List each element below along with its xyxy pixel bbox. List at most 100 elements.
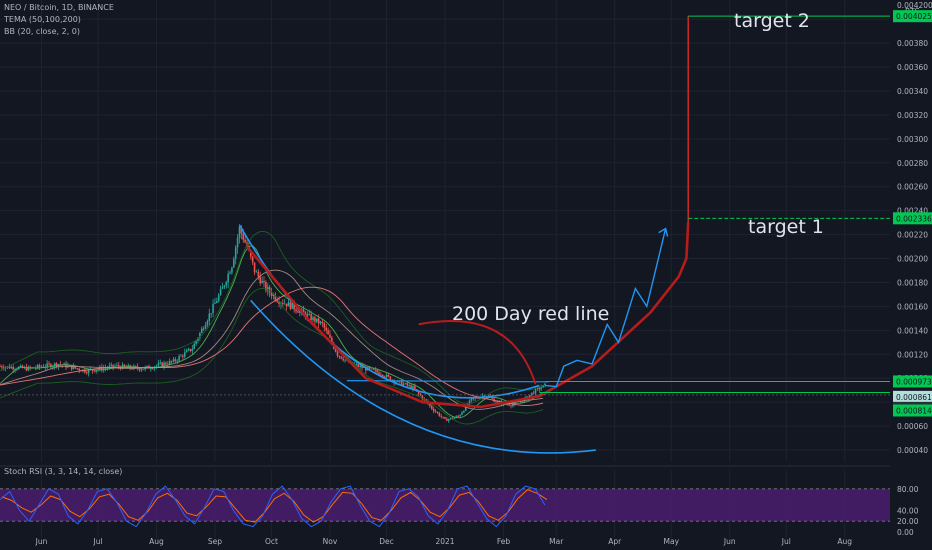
candle-body [355,364,358,366]
candle-body [50,364,52,368]
candle-body [359,365,361,367]
legend-bb[interactable]: BB (20, close, 2, 0) [4,27,80,36]
candle-body [538,387,541,390]
candle-body [285,303,288,307]
x-tick-label: Jun [35,537,48,546]
candle-body [532,392,535,394]
candle-body [383,376,386,378]
candle-body [400,380,403,386]
candle-body [263,280,265,282]
candle-body [283,303,286,305]
candle-body [155,365,158,367]
candle-body [110,364,113,366]
candle-body [389,376,392,381]
badge-target-2-bg [893,10,932,23]
y-tick-label: 0.004200 [897,1,932,10]
candle-body [234,247,237,259]
candle-body [187,348,190,351]
legend-tema[interactable]: TEMA (50,100,200) [4,15,81,24]
candle-body [329,334,331,338]
candle-body [151,368,154,370]
candle-body [406,383,409,386]
candle-body [544,383,546,385]
candle-body [178,356,180,361]
candle-body [223,285,226,288]
x-tick-label: 2021 [435,537,454,546]
candle-body [357,364,360,367]
price-axis[interactable]: 0.004000.003800.003600.003400.003200.003… [893,1,932,537]
legend-symbol[interactable]: NEO / Bitcoin, 1D, BINANCE [4,3,114,12]
candle-body [204,325,207,329]
candle-body [16,369,18,370]
candle-body [327,330,329,335]
candle-body [519,401,522,403]
candle-body [101,366,103,371]
candle-body [219,288,222,296]
tema-200 [0,286,544,406]
candle-body [170,360,173,362]
candle-body [76,368,79,369]
candle-body [19,365,22,368]
candle-body [146,365,148,368]
candle-body [408,385,410,387]
candle-body [221,287,224,289]
candle-body [157,363,160,366]
red-200-day-curve [246,222,690,409]
candle-body [317,318,320,324]
candle-body [95,370,97,372]
candle-body [374,369,377,371]
candle-body [225,282,228,286]
candle-body [65,363,67,368]
candle-body [236,237,239,248]
candle-body [434,411,437,412]
candle-body [242,233,245,240]
y-tick-label: 0.00240 [897,207,928,216]
candle-body [176,360,179,362]
candle-body [68,365,71,367]
candle-body [251,256,254,263]
candle-body [325,327,328,331]
red-arrow [418,320,537,385]
candle-body [370,368,373,370]
resistance-line [346,380,549,383]
candle-body [451,417,454,419]
candle-body [150,368,152,370]
candle-body [278,301,280,304]
candle-body [323,323,326,328]
candle-body [266,287,269,291]
candle-body [432,408,435,412]
candle-body [312,317,314,321]
y-tick-label: 0.00180 [897,278,928,287]
candle-body [361,365,363,368]
stoch-tick-label: 80.00 [897,485,919,494]
candle-body [189,348,192,351]
candle-body [308,314,311,315]
candle-body [127,365,130,368]
candle-body [227,273,229,283]
target-levels [0,15,890,396]
candle-body [444,417,446,419]
legend-stoch-rsi[interactable]: Stoch RSI (3, 3, 14, 14, close) [4,467,123,476]
candle-body [53,363,56,367]
candle-body [212,303,214,314]
candle-body [0,366,1,368]
candle-body [72,366,75,370]
candle-body [449,417,452,420]
candle-body [412,386,414,389]
candle-body [70,365,73,370]
candle-body [142,369,145,371]
time-axis[interactable]: Jun Jul Aug Sep Oct Nov Dec 2021 Feb Mar Apr May Jun… [35,537,853,546]
candle-body [395,381,397,383]
candle-body [302,309,305,313]
candle-body [85,372,88,374]
candle-body [185,350,188,353]
stoch-tick-label: 40.00 [897,506,919,515]
projection-arrowhead [658,227,669,237]
candle-body [261,280,263,284]
candle-body [200,328,203,333]
candle-body [208,313,211,321]
candle-body [202,328,205,330]
candle-body [216,300,218,303]
